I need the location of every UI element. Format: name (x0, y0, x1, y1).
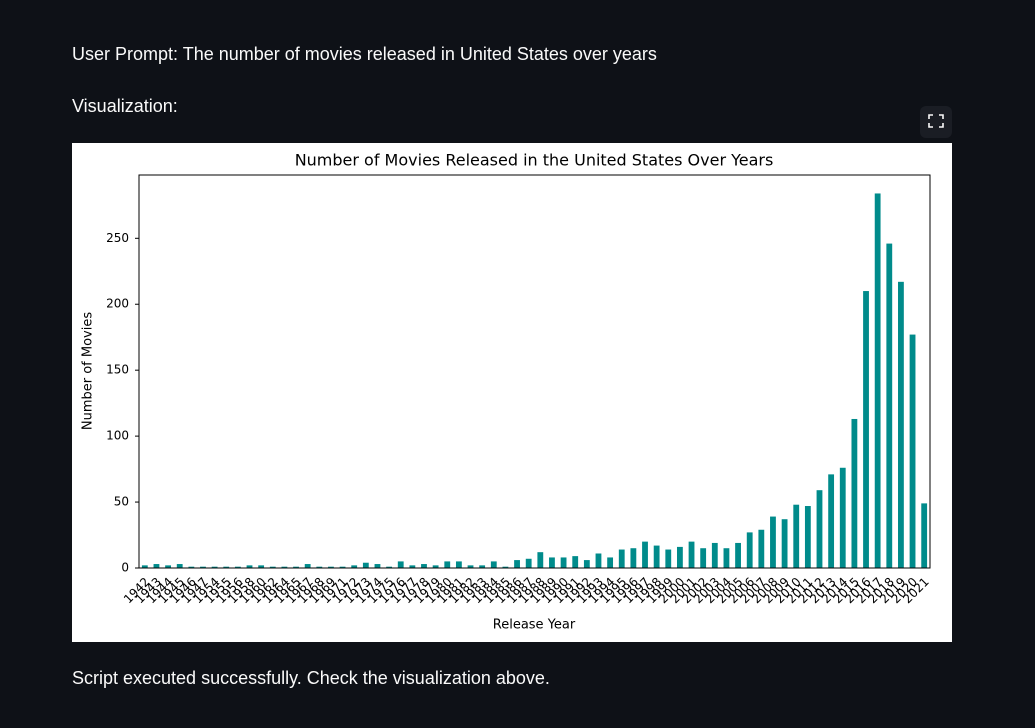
fullscreen-icon[interactable] (928, 114, 944, 128)
bar (421, 564, 427, 568)
bar (432, 565, 439, 568)
fullscreen-bg[interactable] (920, 106, 952, 138)
prompt-text: User Prompt: The number of movies releas… (72, 44, 657, 64)
bar (828, 474, 835, 568)
bar (607, 557, 614, 568)
bar (595, 553, 602, 568)
bar (560, 557, 567, 568)
bar (246, 565, 253, 568)
bar (618, 549, 625, 568)
bar (723, 548, 730, 568)
bar (804, 506, 811, 568)
bar (165, 565, 171, 568)
plot-frame (138, 174, 931, 569)
bar (583, 560, 590, 568)
fullscreen-button[interactable] (920, 106, 952, 138)
bar (374, 564, 381, 568)
bar (909, 334, 916, 568)
bar (630, 548, 637, 568)
bar (409, 565, 416, 568)
bar (863, 291, 869, 568)
bar (886, 243, 893, 568)
section-label: Visualization: (72, 96, 178, 116)
y-tick-label: 150 (106, 363, 129, 377)
bar (351, 565, 358, 568)
bar (770, 516, 776, 568)
y-axis-label: Number of Movies (81, 312, 96, 430)
bar (839, 467, 846, 568)
bar (781, 519, 788, 568)
bar (549, 557, 555, 568)
bar (700, 548, 707, 568)
bar (537, 552, 544, 568)
bar (339, 566, 346, 568)
bar (141, 565, 148, 568)
bar (665, 549, 672, 568)
bar (514, 560, 520, 568)
y-tick-label: 250 (106, 231, 129, 245)
bar (153, 564, 160, 568)
bar (200, 566, 206, 568)
bar (188, 566, 195, 568)
bar (921, 503, 928, 568)
y-tick-label: 200 (106, 297, 129, 311)
bar (676, 546, 683, 568)
bar (467, 565, 474, 568)
bar (455, 561, 462, 568)
bar (269, 566, 276, 568)
bar (793, 504, 800, 568)
bar (386, 566, 393, 568)
y-tick-label: 0 (121, 561, 129, 575)
bar (479, 565, 486, 568)
bar (444, 561, 451, 568)
bar (816, 490, 823, 568)
bar (502, 566, 509, 568)
bar (304, 564, 311, 568)
bar (688, 541, 695, 568)
bar (293, 566, 299, 568)
bar (653, 545, 660, 568)
bar (281, 566, 288, 568)
bar (874, 193, 881, 569)
bar (490, 561, 497, 568)
chart: Number of Movies Released in the United … (81, 151, 932, 633)
bar (328, 566, 334, 568)
bar (711, 542, 718, 568)
bar (234, 566, 241, 568)
bar (898, 281, 904, 568)
bar (397, 561, 404, 568)
bar (572, 556, 579, 568)
bar (176, 564, 183, 568)
bar (642, 541, 648, 568)
bar (746, 532, 753, 568)
bar (211, 566, 218, 568)
y-tick-label: 100 (106, 429, 129, 443)
bar (525, 558, 532, 568)
bar (316, 566, 323, 568)
status-text: Script executed successfully. Check the … (72, 668, 550, 688)
bar (258, 565, 265, 568)
bar (758, 529, 765, 568)
bar (223, 566, 230, 568)
y-tick-label: 50 (114, 495, 129, 509)
bar (851, 418, 858, 568)
x-axis-label: Release Year (493, 618, 576, 633)
bar (362, 562, 369, 568)
bar (735, 542, 741, 568)
chart-title: Number of Movies Released in the United … (295, 151, 774, 170)
